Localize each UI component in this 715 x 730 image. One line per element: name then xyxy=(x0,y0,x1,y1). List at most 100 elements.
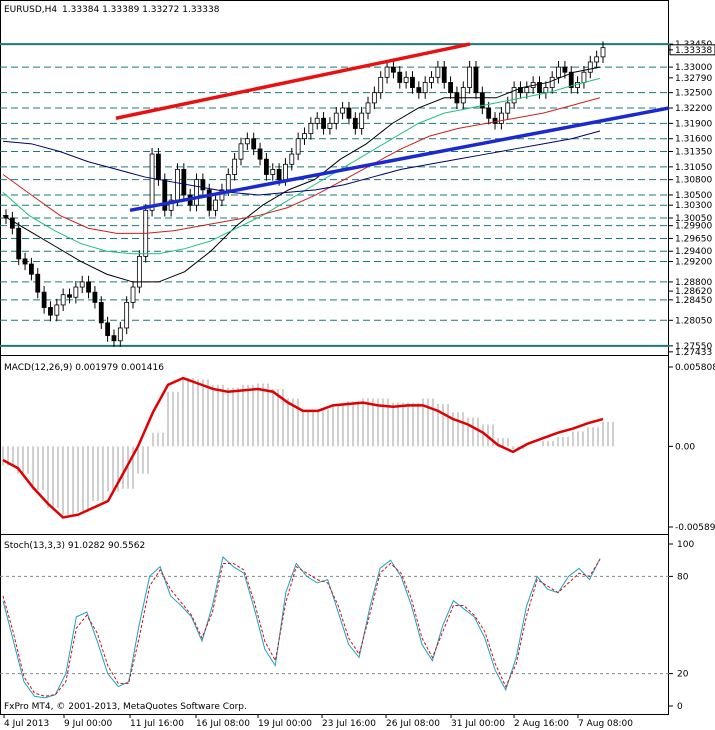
ohlc-values: 1.33384 1.33389 1.33272 1.33338 xyxy=(62,5,220,15)
candle-body xyxy=(263,158,269,175)
stoch-panel: 100 80 20 0 xyxy=(0,540,694,712)
candle-body xyxy=(111,335,117,342)
candle-body xyxy=(429,76,434,83)
candle-body xyxy=(371,92,377,104)
candle-body xyxy=(581,71,587,83)
candle-body xyxy=(162,179,168,211)
macd-tick-label: 0.00 xyxy=(675,442,695,452)
candle-body xyxy=(524,87,530,94)
chart-frame xyxy=(0,0,669,715)
price-tick-label: 1.27550 xyxy=(675,342,712,352)
candle-body xyxy=(130,286,136,303)
candle-body xyxy=(562,66,568,73)
candle-body xyxy=(391,66,396,73)
candle-body xyxy=(22,258,28,265)
price-tick-label: 1.31350 xyxy=(675,147,712,157)
candle-body xyxy=(397,71,403,83)
price-tick-label: 1.33000 xyxy=(675,63,712,73)
candle-body xyxy=(346,107,352,119)
price-tick-label: 1.29400 xyxy=(675,247,712,257)
price-tick-label: 1.31050 xyxy=(675,163,712,173)
candle-body xyxy=(486,107,492,119)
time-axis: 4 Jul 2013 9 Jul 00:00 11 Jul 16:00 16 Jul … xyxy=(3,714,633,729)
stoch-signal-line xyxy=(2,559,601,697)
price-tick-label: 1.28620 xyxy=(675,287,712,297)
candlesticks xyxy=(3,41,606,347)
candle-body xyxy=(587,61,593,73)
price-tick-label: 1.29200 xyxy=(675,257,712,267)
candle-body xyxy=(124,301,130,329)
trendline xyxy=(115,42,471,120)
candle-body xyxy=(92,291,98,303)
candle-body xyxy=(117,327,123,342)
candle-body xyxy=(244,138,250,145)
candle-body xyxy=(48,307,53,316)
price-axis-labels: 1.334501.333381.330001.327901.325001.322… xyxy=(669,40,715,358)
candle-body xyxy=(86,281,91,293)
candle-body xyxy=(549,76,555,88)
candle-body xyxy=(181,168,187,196)
candle-body xyxy=(365,102,371,114)
price-tick-label: 1.32200 xyxy=(675,104,712,114)
time-tick-label: 19 Jul 00:00 xyxy=(258,719,312,729)
candle-body xyxy=(359,112,365,129)
price-tick-label: 1.30500 xyxy=(675,191,712,201)
macd-title: MACD(12,26,9) 0.001979 0.001416 xyxy=(4,363,164,373)
candle-body xyxy=(67,294,72,298)
candle-body xyxy=(232,158,238,175)
time-tick-label: 16 Jul 08:00 xyxy=(196,719,250,729)
time-tick-label: 26 Jul 08:00 xyxy=(386,719,440,729)
macd-panel: 0.005808 0.00 -0.005899 xyxy=(2,363,715,533)
price-tick-label: 1.32500 xyxy=(675,89,712,99)
trendlines[interactable] xyxy=(115,42,670,213)
candle-body xyxy=(492,117,498,124)
candle-body xyxy=(556,66,561,78)
candle-body xyxy=(575,82,580,88)
candle-body xyxy=(568,71,574,88)
candle-body xyxy=(479,92,485,109)
candle-body xyxy=(136,255,142,288)
candle-body xyxy=(333,112,339,124)
candle-body xyxy=(200,179,206,191)
candle-body xyxy=(168,199,174,211)
candle-body xyxy=(403,76,409,83)
candle-body xyxy=(251,138,257,150)
price-tick-label: 1.30050 xyxy=(675,214,712,224)
time-tick-label: 11 Jul 16:00 xyxy=(130,719,184,729)
candle-body xyxy=(16,227,22,260)
stoch-tick-label: 80 xyxy=(677,572,689,582)
time-tick-label: 2 Aug 16:00 xyxy=(514,719,569,729)
candle-body xyxy=(321,117,326,129)
price-tick-label: 1.29650 xyxy=(675,234,712,244)
candle-body xyxy=(206,189,212,211)
candle-body xyxy=(378,76,384,94)
price-tick-label: 1.30800 xyxy=(675,176,712,186)
candle-body xyxy=(460,87,466,104)
candle-body xyxy=(511,87,517,104)
candle-body xyxy=(213,199,218,211)
candle-body xyxy=(416,87,422,94)
moving-average-line xyxy=(2,66,601,283)
candle-body xyxy=(543,87,549,94)
candle-body xyxy=(105,322,111,337)
candle-body xyxy=(60,294,66,306)
stoch-tick-label: 0 xyxy=(677,702,683,712)
moving-average-line xyxy=(2,130,601,196)
time-tick-label: 7 Aug 08:00 xyxy=(578,719,633,729)
candle-body xyxy=(505,102,511,114)
time-tick-label: 9 Jul 00:00 xyxy=(64,719,113,729)
time-tick-label: 31 Jul 00:00 xyxy=(451,719,505,729)
candle-body xyxy=(29,263,34,275)
candle-body xyxy=(257,148,263,160)
candle-body xyxy=(384,66,390,78)
candle-body xyxy=(98,301,104,324)
candle-body xyxy=(467,66,473,88)
stoch-tick-label: 100 xyxy=(677,540,694,550)
moving-average-line xyxy=(2,97,601,234)
candle-body xyxy=(175,168,180,201)
candle-body xyxy=(283,163,288,181)
stoch-title: Stoch(13,3,3) 91.0282 90.5562 xyxy=(4,541,145,551)
price-tick-label: 1.32790 xyxy=(675,74,712,84)
candle-body xyxy=(79,281,85,288)
